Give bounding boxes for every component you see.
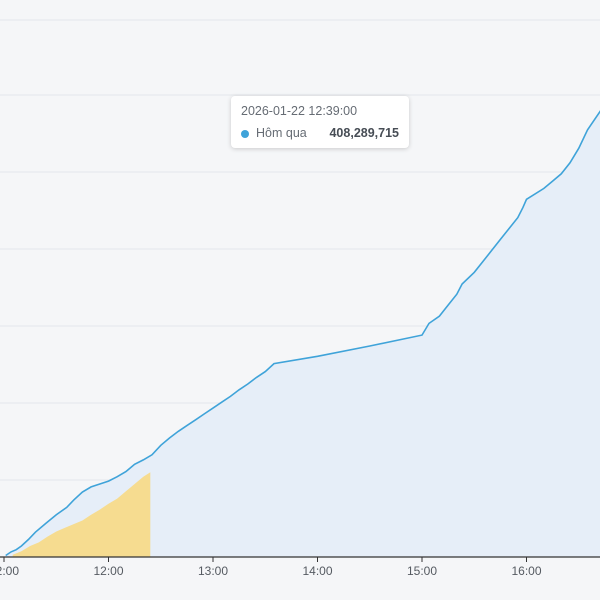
tooltip-series-row: Hôm qua 408,289,715 [241,126,399,141]
x-axis-ticks: 12:00 12:00 13:00 14:00 15:00 16:00 [0,557,542,578]
tooltip-series-name: Hôm qua [256,126,307,140]
series-area-1 [12,472,151,557]
x-tick-label-2: 14:00 [302,564,332,578]
tooltip-timestamp: 2026-01-22 12:39:00 [241,104,358,118]
series-areas [5,104,600,557]
series-area-0 [5,104,600,557]
chart-tooltip: 2026-01-22 12:39:00 Hôm qua 408,289,715 [231,96,409,148]
x-tick-label-left-partial: 12:00 [0,564,19,578]
series-line-0 [5,103,600,557]
series-dot-icon [241,129,249,138]
x-tick-label-1: 13:00 [198,564,228,578]
x-tick-label-3: 15:00 [407,564,437,578]
x-tick-label-4: 16:00 [511,564,541,578]
series-lines [5,103,600,557]
x-tick-label-0: 12:00 [93,564,123,578]
tooltip-series-value: 408,289,715 [329,126,399,140]
